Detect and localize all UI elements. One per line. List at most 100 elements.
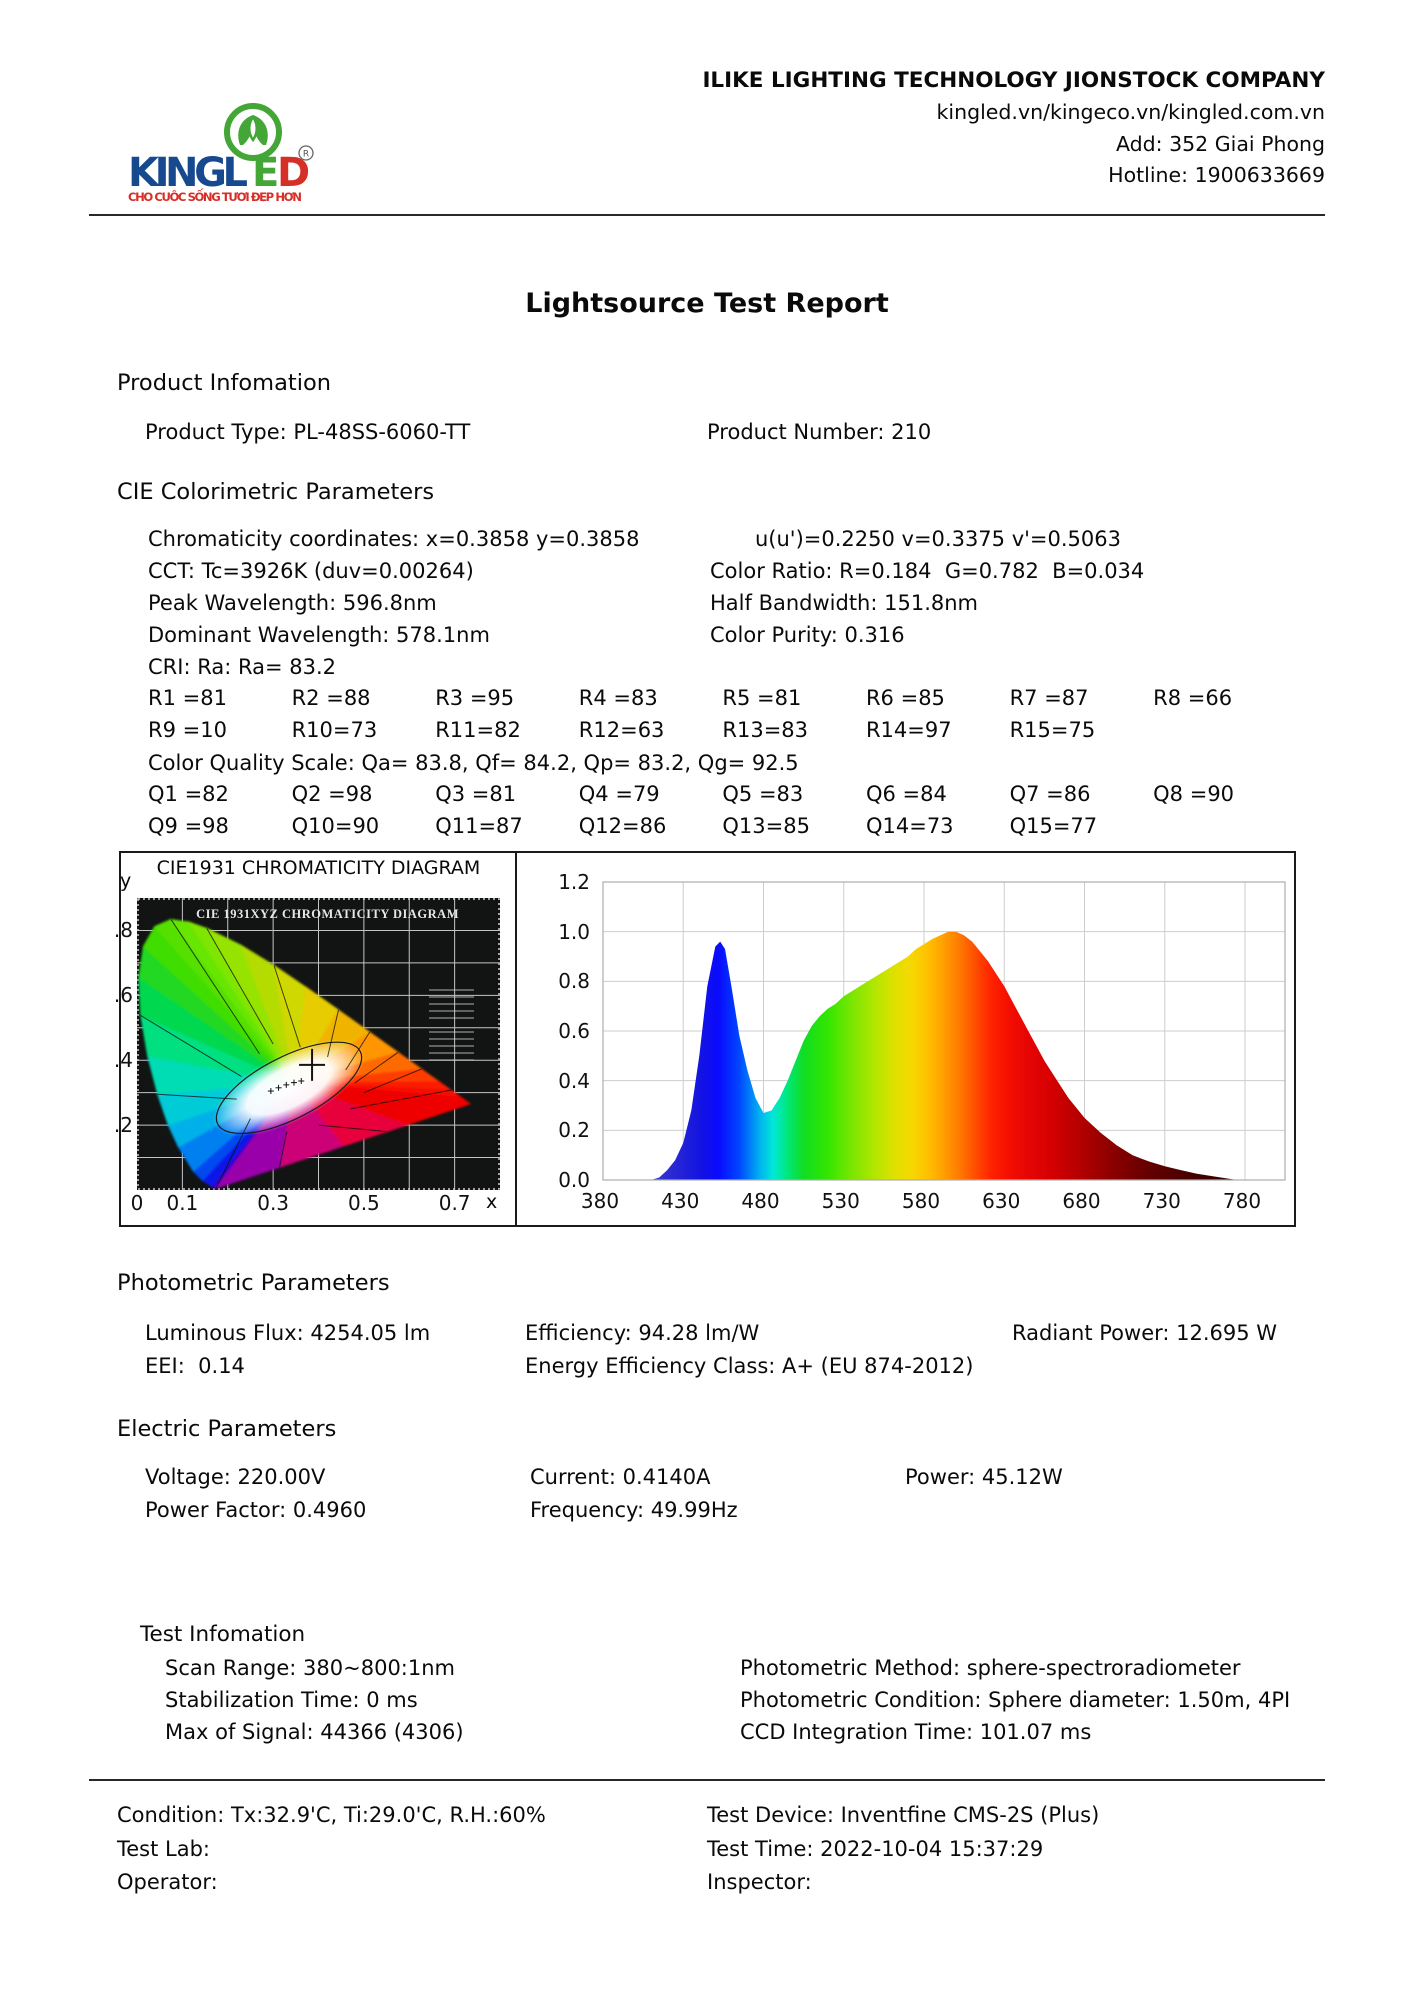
- cie-y-axis-name: y: [120, 870, 132, 892]
- cie-y-tick-label: .4: [113, 1048, 133, 1073]
- header-divider: [89, 214, 1325, 216]
- company-name: ILIKE LIGHTING TECHNOLOGY JIONSTOCK COMP…: [702, 68, 1325, 93]
- footer-left-column: Condition: Tx:32.9'C, Ti:29.0'C, R.H.:60…: [117, 1799, 546, 1900]
- dominant-wavelength: Dominant Wavelength: 578.1nm: [148, 623, 490, 647]
- spectrum-y-tick-label: 0.6: [558, 1019, 590, 1043]
- cct-value: CCT: Tc=3926K (duv=0.00264): [148, 559, 474, 583]
- energy-efficiency-class: Energy Efficiency Class: A+ (EU 874-2012…: [525, 1354, 974, 1378]
- value-cell: Scan Range: 380~800:1nm: [165, 1656, 456, 1680]
- brand-tagline: CHO CUỘC SỐNG TƯƠI ĐẸP HƠN: [128, 187, 302, 202]
- value-cell: R2 =88: [291, 686, 371, 710]
- product-type: Product Type: PL-48SS-6060-TT: [145, 420, 471, 444]
- value-cell: R9 =10: [148, 718, 227, 742]
- value-cell: Q5 =83: [722, 782, 804, 806]
- value-cell: R7 =87: [1009, 686, 1089, 710]
- cri-r-values-row2: R9 =10 R10=73 R11=82 R12=63 R13=83 R14=97 R15=…: [148, 718, 1153, 742]
- spectrum-x-tick-label: 530: [821, 1189, 860, 1213]
- frequency: Frequency: 49.99Hz: [530, 1498, 738, 1522]
- testinfo-right-column: Photometric Method: sphere-spectroradiom…: [740, 1652, 1290, 1748]
- value-cell: Max of Signal: 44366 (4306): [165, 1720, 464, 1744]
- spectrum-x-tick-label: 480: [741, 1189, 780, 1213]
- charts-panel: [119, 851, 1296, 1227]
- value-cell: R4 =83: [578, 686, 658, 710]
- company-header-block: ILIKE LIGHTING TECHNOLOGY JIONSTOCK COMP…: [702, 64, 1325, 192]
- section-photometric-heading: Photometric Parameters: [117, 1270, 390, 1296]
- value-cell: Q6 =84: [865, 782, 947, 806]
- value-cell: Inspector:: [707, 1870, 812, 1894]
- cqs-q-values-row1: Q1 =82 Q2 =98 Q3 =81 Q4 =79 Q5 =83 Q6 =84 Q7 =…: [148, 782, 1297, 806]
- spectrum-x-tick-label: 430: [661, 1189, 700, 1213]
- footer-divider: [89, 1779, 1325, 1781]
- value-cell: Stabilization Time: 0 ms: [165, 1688, 418, 1712]
- cie-legend-marks: [429, 989, 474, 1061]
- company-website: kingled.vn/kingeco.vn/kingled.com.vn: [936, 100, 1325, 124]
- spectrum-x-tick-label: 680: [1062, 1189, 1101, 1213]
- value-cell: CCD Integration Time: 101.07 ms: [740, 1720, 1092, 1744]
- spectral-distribution-chart: [602, 881, 1286, 1181]
- color-ratio: Color Ratio: R=0.184 G=0.782 B=0.034: [710, 559, 1145, 583]
- registered-mark-icon: [298, 145, 314, 161]
- registered-mark-letter: R: [303, 150, 309, 160]
- cie-chromaticity-diagram: CIE 1931XYZ CHROMATICITY DIAGRAM: [137, 898, 500, 1190]
- spectrum-x-tick-label: 580: [901, 1189, 941, 1213]
- cie-chart-title: CIE1931 CHROMATICITY DIAGRAM: [156, 857, 481, 879]
- half-bandwidth: Half Bandwidth: 151.8nm: [710, 591, 978, 615]
- value-cell: Q3 =81: [435, 782, 517, 806]
- kingled-logo-graphic: R KINGL E D CHO CUỘC SỐNG TƯƠI ĐẸP HƠN: [128, 103, 314, 202]
- value-cell: Q11=87: [435, 814, 523, 838]
- product-number: Product Number: 210: [707, 420, 932, 444]
- section-testinfo-heading: Test Infomation: [140, 1622, 306, 1647]
- charts-divider: [515, 853, 517, 1225]
- spectrum-y-tick-label: 0.8: [558, 969, 590, 994]
- value-cell: Q2 =98: [291, 782, 373, 806]
- cie-inner-title: CIE 1931XYZ CHROMATICITY DIAGRAM: [196, 907, 459, 921]
- uv-coordinates: u(u')=0.2250 v=0.3375 v'=0.5063: [755, 527, 1121, 551]
- value-cell: Photometric Method: sphere-spectroradiom…: [740, 1656, 1241, 1680]
- spectrum-y-tick-label: 0.2: [558, 1118, 590, 1143]
- value-cell: R3 =95: [435, 686, 515, 710]
- value-cell: R13=83: [722, 718, 809, 742]
- value-cell: R1 =81: [148, 686, 227, 710]
- peak-wavelength: Peak Wavelength: 596.8nm: [148, 591, 437, 615]
- planckian-locus-marks: [267, 1077, 305, 1095]
- spectrum-y-tick-label: 0.0: [558, 1168, 590, 1192]
- brand-text-blue: KINGL: [128, 150, 248, 196]
- cie-x-axis-name: x: [486, 1191, 498, 1213]
- cri-r-values-row1: R1 =81 R2 =88 R3 =95 R4 =83 R5 =81 R6 =85 R7 =…: [148, 686, 1297, 710]
- value-cell: Q13=85: [722, 814, 810, 838]
- cie-x-tick-label: 0.7: [438, 1191, 471, 1215]
- value-cell: Q8 =90: [1153, 782, 1235, 806]
- value-cell: Q1 =82: [148, 782, 229, 806]
- voltage: Voltage: 220.00V: [145, 1465, 326, 1489]
- logo-lotus-bud: [248, 114, 258, 143]
- value-cell: R8 =66: [1153, 686, 1233, 710]
- value-cell: R11=82: [435, 718, 521, 742]
- value-cell: R15=75: [1009, 718, 1096, 742]
- value-cell: R10=73: [291, 718, 378, 742]
- kingled-logo: R KINGL E D CHO CUỘC SỐNG TƯƠI ĐẸP HƠN: [90, 82, 350, 202]
- cri-value: CRI: Ra: Ra= 83.2: [148, 655, 336, 679]
- cie-x-tick-label: 0: [130, 1191, 144, 1215]
- value-cell: Q10=90: [291, 814, 380, 838]
- spectrum-x-tick-label: 630: [982, 1189, 1021, 1213]
- power-factor: Power Factor: 0.4960: [145, 1498, 367, 1522]
- current: Current: 0.4140A: [530, 1465, 711, 1489]
- value-cell: Photometric Condition: Sphere diameter: …: [740, 1688, 1291, 1712]
- cie-region-lines: [140, 919, 452, 1189]
- page-title: Lightsource Test Report: [525, 288, 889, 319]
- value-cell: Q4 =79: [578, 782, 660, 806]
- section-cie-heading: CIE Colorimetric Parameters: [117, 479, 435, 505]
- value-cell: Q12=86: [578, 814, 667, 838]
- value-cell: Q9 =98: [148, 814, 229, 838]
- company-hotline: Hotline: 1900633669: [1108, 163, 1325, 187]
- value-cell: Condition: Tx:32.9'C, Ti:29.0'C, R.H.:60…: [117, 1803, 546, 1827]
- value-cell: Test Device: Inventfine CMS-2S (Plus): [707, 1803, 1100, 1827]
- value-cell: R14=97: [865, 718, 952, 742]
- chromaticity-coordinates: Chromaticity coordinates: x=0.3858 y=0.3…: [148, 527, 640, 551]
- cie-x-tick-label: 0.5: [347, 1191, 380, 1215]
- value-cell: Q7 =86: [1009, 782, 1091, 806]
- color-quality-scale: Color Quality Scale: Qa= 83.8, Qf= 84.2,…: [148, 751, 799, 775]
- luminous-flux: Luminous Flux: 4254.05 lm: [145, 1321, 431, 1345]
- cqs-q-values-row2: Q9 =98 Q10=90 Q11=87 Q12=86 Q13=85 Q14=73 Q15=…: [148, 814, 1153, 838]
